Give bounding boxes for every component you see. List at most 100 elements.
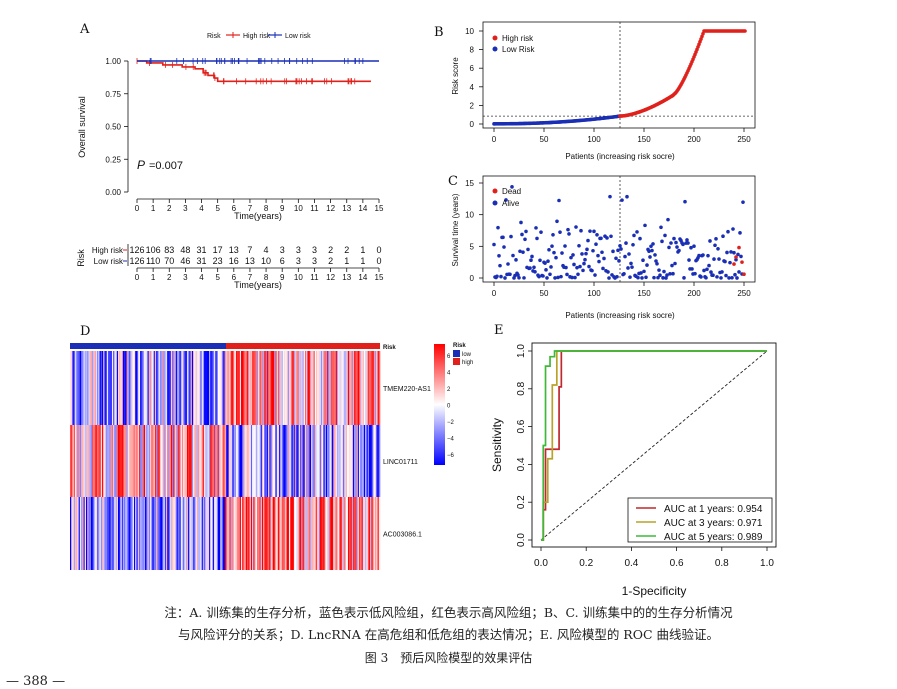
survival-time-x-tick-label: 150: [637, 289, 651, 298]
risk-score-x-tick-label: 50: [540, 135, 549, 144]
heatmap-cell: [270, 497, 273, 570]
heatmap-cell: [276, 497, 279, 570]
heatmap-cell: [195, 497, 198, 570]
heatmap-cell: [89, 497, 92, 570]
panel-label-d: D: [80, 324, 90, 339]
heatmap-cell: [288, 497, 291, 570]
heatmap-cell: [146, 497, 148, 570]
heatmap-cell: [296, 425, 298, 497]
heatmap-cell: [264, 425, 266, 497]
heatmap-cell: [136, 425, 138, 497]
heatmap-cell: [300, 497, 302, 570]
km-x-tick-label: 7: [248, 204, 253, 213]
heatmap-cell: [366, 425, 368, 497]
roc-legend-label: AUC at 5 years: 0.989: [664, 532, 763, 543]
heatmap-cell: [84, 425, 87, 497]
risk-table-cell: 0: [376, 245, 381, 255]
survival-time-x-tick-label: 50: [540, 289, 549, 298]
survival-time-point: [697, 253, 701, 258]
heatmap-cell: [313, 425, 316, 497]
heatmap-cell: [306, 497, 308, 570]
roc-curve-3: [541, 350, 767, 541]
heatmap-cell: [74, 425, 77, 497]
heatmap-cell: [291, 497, 293, 570]
heatmap-cell: [306, 425, 308, 497]
heatmap-row-label: TMEM220-AS1: [383, 386, 431, 393]
heatmap-cell: [329, 351, 332, 425]
survival-time-point: [681, 242, 685, 247]
heatmap-cell: [105, 351, 108, 425]
heatmap-cell: [247, 351, 249, 425]
heatmap-cell: [110, 497, 113, 570]
heatmap-cell: [119, 351, 121, 425]
risk-score-x-label: Patients (increasing risk socre): [565, 152, 675, 161]
risk-table-x-tick-label: 9: [280, 273, 285, 282]
survival-time-point: [631, 243, 635, 247]
heatmap-cell: [290, 351, 292, 425]
km-x-tick-label: 12: [326, 204, 335, 213]
survival-time-point: [734, 257, 738, 262]
heatmap-cell: [216, 497, 218, 570]
km-legend-title: Risk: [207, 33, 221, 40]
colorbar-tick-label: 6: [447, 354, 451, 360]
heatmap-cell: [250, 425, 253, 497]
heatmap-cell: [282, 497, 285, 570]
heatmap-cell: [270, 425, 273, 497]
heatmap-cell: [292, 497, 295, 570]
heatmap-cell: [276, 351, 279, 425]
heatmap-cell: [83, 425, 86, 497]
heatmap-cell: [350, 497, 353, 570]
risk-table-cell: 0: [376, 256, 381, 266]
survival-time-dead-point: [737, 245, 741, 250]
heatmap-cell: [330, 497, 333, 570]
heatmap-cell: [332, 351, 334, 425]
heatmap-cell: [209, 351, 211, 425]
heatmap-cell: [124, 425, 126, 497]
heatmap-cell: [291, 351, 293, 425]
heatmap-cell: [165, 351, 168, 425]
heatmap-cell: [274, 425, 276, 497]
survival-time-point: [616, 248, 620, 253]
heatmap-cell: [125, 351, 127, 425]
heatmap-cell: [260, 497, 263, 570]
heatmap-cell: [137, 425, 140, 497]
km-y-tick-label: 1.00: [105, 57, 121, 66]
heatmap-cell: [78, 351, 81, 425]
heatmap-legend-low: low: [462, 352, 472, 358]
heatmap-cell: [344, 351, 346, 425]
heatmap-cell: [164, 351, 167, 425]
survival-time-point: [687, 258, 691, 262]
survival-time-point: [548, 272, 552, 277]
heatmap-cell: [172, 425, 174, 497]
survival-time-point: [731, 227, 735, 231]
heatmap-cell: [92, 351, 94, 425]
heatmap-cell: [376, 425, 378, 497]
heatmap-cell: [229, 497, 232, 570]
survival-time-point: [657, 268, 661, 272]
heatmap-cell: [105, 425, 108, 497]
heatmap-cell: [355, 425, 357, 497]
heatmap-cell: [142, 351, 145, 425]
survival-time-point: [552, 250, 556, 255]
survival-time-point: [736, 252, 740, 257]
heatmap-cell: [81, 425, 83, 497]
heatmap-cell: [156, 425, 158, 497]
survival-time-point: [594, 242, 598, 247]
survival-time-point: [496, 225, 500, 230]
heatmap-cell: [87, 497, 89, 570]
heatmap-cell: [232, 497, 234, 570]
heatmap-cell: [207, 497, 210, 570]
heatmap-cell: [143, 425, 146, 497]
survival-time-point: [521, 250, 525, 254]
heatmap-cell: [206, 351, 209, 425]
heatmap-cell: [303, 425, 306, 497]
heatmap-cell: [200, 425, 202, 497]
survival-time-point: [618, 243, 622, 248]
survival-time-point: [658, 273, 662, 278]
heatmap-cell: [340, 351, 343, 425]
survival-time-point: [686, 241, 690, 245]
heatmap-cell: [319, 497, 322, 570]
panel-label-a: A: [79, 22, 90, 37]
figure-canvas: A Risk High risk Low risk0.000.250.500.751.…: [70, 21, 777, 598]
heatmap-cell: [220, 497, 222, 570]
